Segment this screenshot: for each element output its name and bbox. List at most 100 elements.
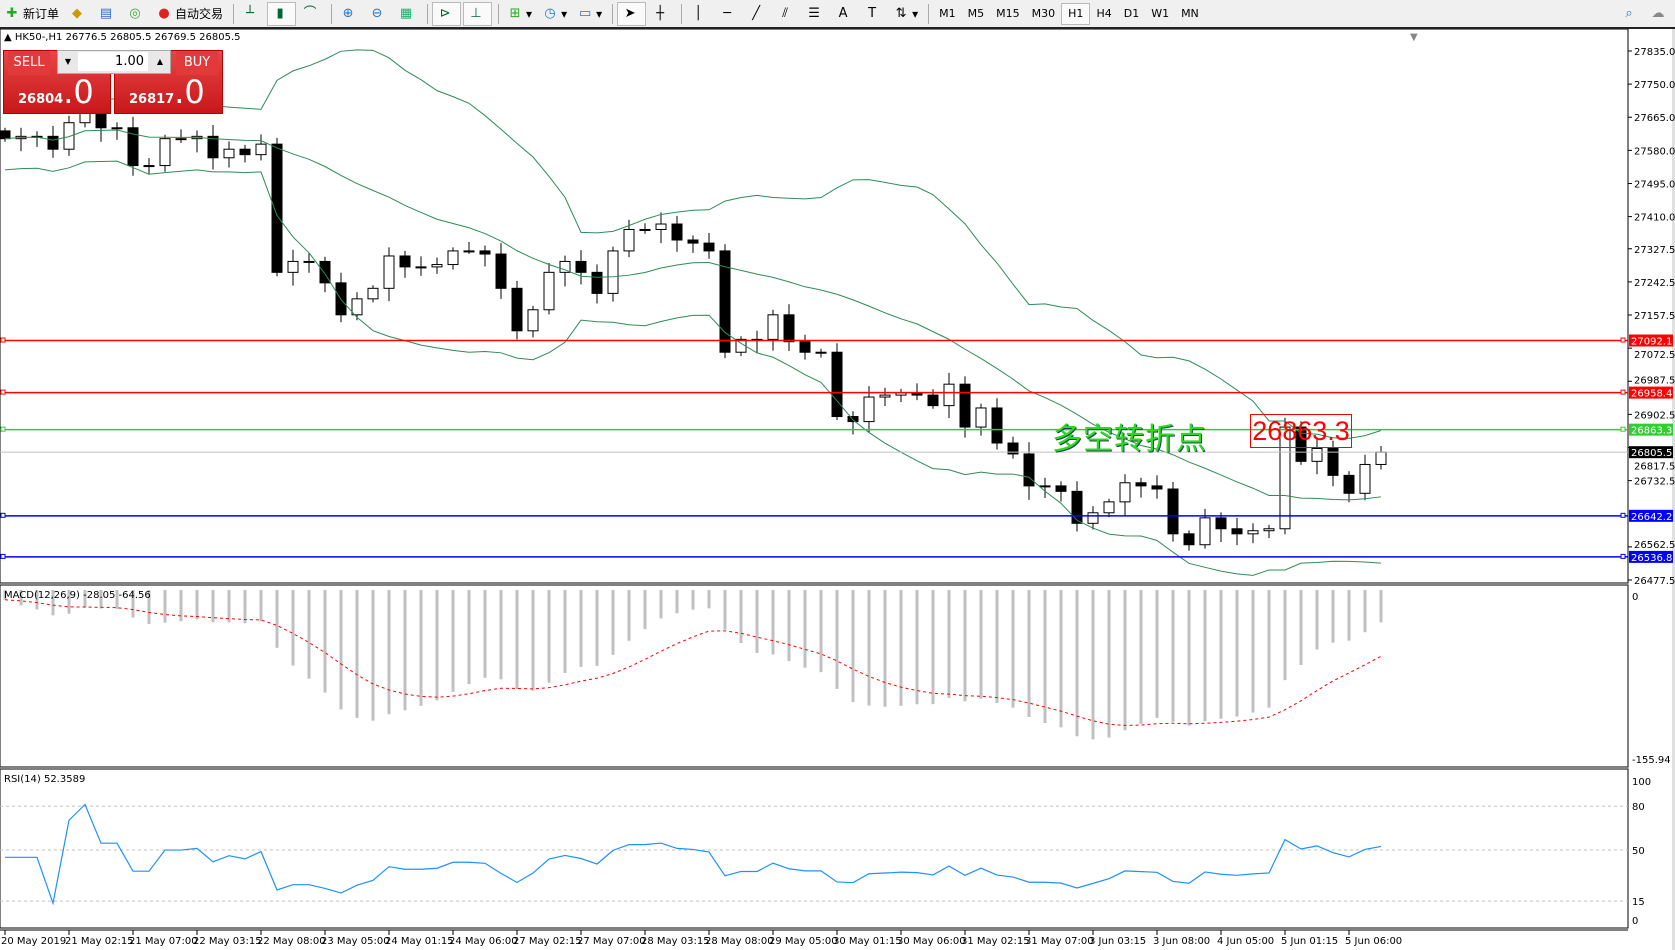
timeframe-m1[interactable]: M1 xyxy=(939,6,956,20)
bearish-candle xyxy=(1023,453,1035,487)
tile-windows-button[interactable]: ▦ xyxy=(394,3,421,25)
rsi-label: RSI(14) 52.3589 xyxy=(4,774,85,785)
vertical-line-button[interactable]: │ xyxy=(686,3,713,25)
price-tick-label: 27835.0 xyxy=(1634,47,1675,58)
lot-stepper[interactable]: ▼ 1.00 ▲ xyxy=(57,50,171,74)
crosshair-button[interactable]: ┼ xyxy=(648,3,675,25)
bearish-candle xyxy=(127,127,139,167)
bar-chart-button[interactable]: ┴ xyxy=(238,3,265,25)
timeframe-w1[interactable]: W1 xyxy=(1151,6,1170,20)
timeframe-m15[interactable]: M15 xyxy=(996,6,1020,20)
timeframe-h4[interactable]: H4 xyxy=(1096,6,1112,20)
signals-button[interactable]: ◎ xyxy=(123,3,150,25)
timeframe-m30[interactable]: M30 xyxy=(1031,6,1056,20)
periods-button[interactable]: ◷ ▾ xyxy=(538,3,571,25)
bearish-candle xyxy=(719,250,731,353)
annotation-text[interactable]: 多空转折点 xyxy=(1052,422,1207,457)
price-line-label: 27092.1 xyxy=(1631,336,1672,347)
bearish-candle xyxy=(703,242,715,252)
line-anchor-right xyxy=(1620,426,1626,432)
market-watch-icon: ▤ xyxy=(99,5,113,21)
lot-input[interactable]: 1.00 xyxy=(78,52,148,71)
toolbar-separator xyxy=(331,3,333,24)
time-label: 21 May 02:15 xyxy=(65,936,134,947)
indicators-icon: ⊞ xyxy=(509,5,521,21)
toolbar-separator xyxy=(427,3,429,24)
macd-panel xyxy=(0,584,1629,768)
time-label: 31 May 02:15 xyxy=(961,936,1030,947)
price-line-label: 26863.3 xyxy=(1631,426,1672,437)
text-button[interactable]: A xyxy=(831,3,858,25)
chart-shift-icon: ⊳ xyxy=(439,5,451,21)
price-tick-label: 27580.0 xyxy=(1634,146,1675,157)
bearish-candle xyxy=(575,260,587,273)
bearish-candle xyxy=(847,416,859,423)
bar-chart-icon: ┴ xyxy=(246,5,254,21)
chart-shift-button[interactable]: ⊳ xyxy=(432,1,462,26)
text-label-button[interactable]: T xyxy=(860,3,887,25)
bearish-candle xyxy=(991,407,1003,444)
price-tick-label: 26902.5 xyxy=(1634,410,1675,421)
line-chart-button[interactable]: ⌒ xyxy=(298,3,325,25)
bullish-candle xyxy=(943,383,955,407)
bearish-candle xyxy=(1231,528,1243,535)
signals-icon: ◎ xyxy=(129,5,141,21)
horizontal-line-button[interactable]: ─ xyxy=(715,3,742,25)
candles xyxy=(0,92,1387,551)
new-order-label: 新订单 xyxy=(23,7,60,21)
equidistant-channel-button[interactable]: ⫽ xyxy=(773,3,800,25)
market-watch-button[interactable]: ▤ xyxy=(94,3,121,25)
text-icon: A xyxy=(838,5,848,21)
indicators-button[interactable]: ⊞ ▾ xyxy=(503,3,536,25)
time-label: 30 May 06:00 xyxy=(897,936,966,947)
price-tick-label: 27750.0 xyxy=(1634,80,1675,91)
bullish-candle xyxy=(623,228,635,252)
price-tick-label: 27665.0 xyxy=(1634,113,1675,124)
fibonacci-button[interactable]: ☰ xyxy=(802,3,829,25)
lot-increase-button[interactable]: ▲ xyxy=(156,57,164,66)
history-center-button[interactable]: ◆ xyxy=(65,3,92,25)
zoom-in-button[interactable]: ⊕ xyxy=(336,3,363,25)
collapse-icon[interactable]: ▲ xyxy=(4,32,12,43)
trendline-button[interactable]: ╱ xyxy=(744,3,771,25)
rsi-tick-label: 100 xyxy=(1632,777,1651,788)
search-button[interactable]: ⌕ xyxy=(1617,3,1644,25)
bearish-candle xyxy=(207,135,219,159)
candlestick-button[interactable]: ▮ xyxy=(267,1,297,26)
bearish-candle xyxy=(1215,517,1227,530)
bullish-candle xyxy=(287,260,299,273)
bullish-candle xyxy=(815,351,827,354)
bullish-candle xyxy=(223,148,235,159)
price-tick-label: 27242.5 xyxy=(1634,278,1675,289)
bullish-candle xyxy=(1311,447,1323,462)
timeframe-d1[interactable]: D1 xyxy=(1123,6,1140,20)
sell-price-main: 26804 xyxy=(18,92,64,107)
bullish-candle xyxy=(767,314,779,340)
bollinger-upper xyxy=(4,49,1382,439)
timeframe-h1[interactable]: H1 xyxy=(1061,2,1091,25)
lot-decrease-button[interactable]: ▼ xyxy=(64,57,72,66)
bullish-candle xyxy=(1087,512,1099,524)
bearish-candle xyxy=(479,250,491,255)
bullish-candle xyxy=(543,271,555,311)
bearish-candle xyxy=(831,351,843,418)
time-label: 28 May 03:15 xyxy=(641,936,710,947)
templates-button[interactable]: ▭ ▾ xyxy=(578,5,603,21)
new-order-button[interactable]: ✚ 新订单 xyxy=(0,3,63,25)
auto-scroll-button[interactable]: ⊥ xyxy=(463,1,493,26)
zoom-out-button[interactable]: ⊖ xyxy=(365,3,392,25)
bullish-candle xyxy=(159,138,171,167)
auto-trading-button[interactable]: ● 自动交易 xyxy=(152,3,227,25)
bullish-candle xyxy=(639,228,651,231)
arrows-button[interactable]: ⇅ ▾ xyxy=(889,3,922,25)
chat-button[interactable]: ☁ xyxy=(1646,3,1673,25)
toolbar-separator xyxy=(681,3,683,24)
cursor-button[interactable]: ➤ xyxy=(617,1,647,26)
bullish-candle xyxy=(1375,451,1387,465)
price-tick-label: 27157.5 xyxy=(1634,311,1675,322)
timeframe-mn[interactable]: MN xyxy=(1181,6,1199,20)
price-label-annotation[interactable]: 26863.3 xyxy=(1250,414,1352,448)
timeframe-m5[interactable]: M5 xyxy=(967,6,985,20)
price-tick-label: 27072.5 xyxy=(1634,350,1675,361)
